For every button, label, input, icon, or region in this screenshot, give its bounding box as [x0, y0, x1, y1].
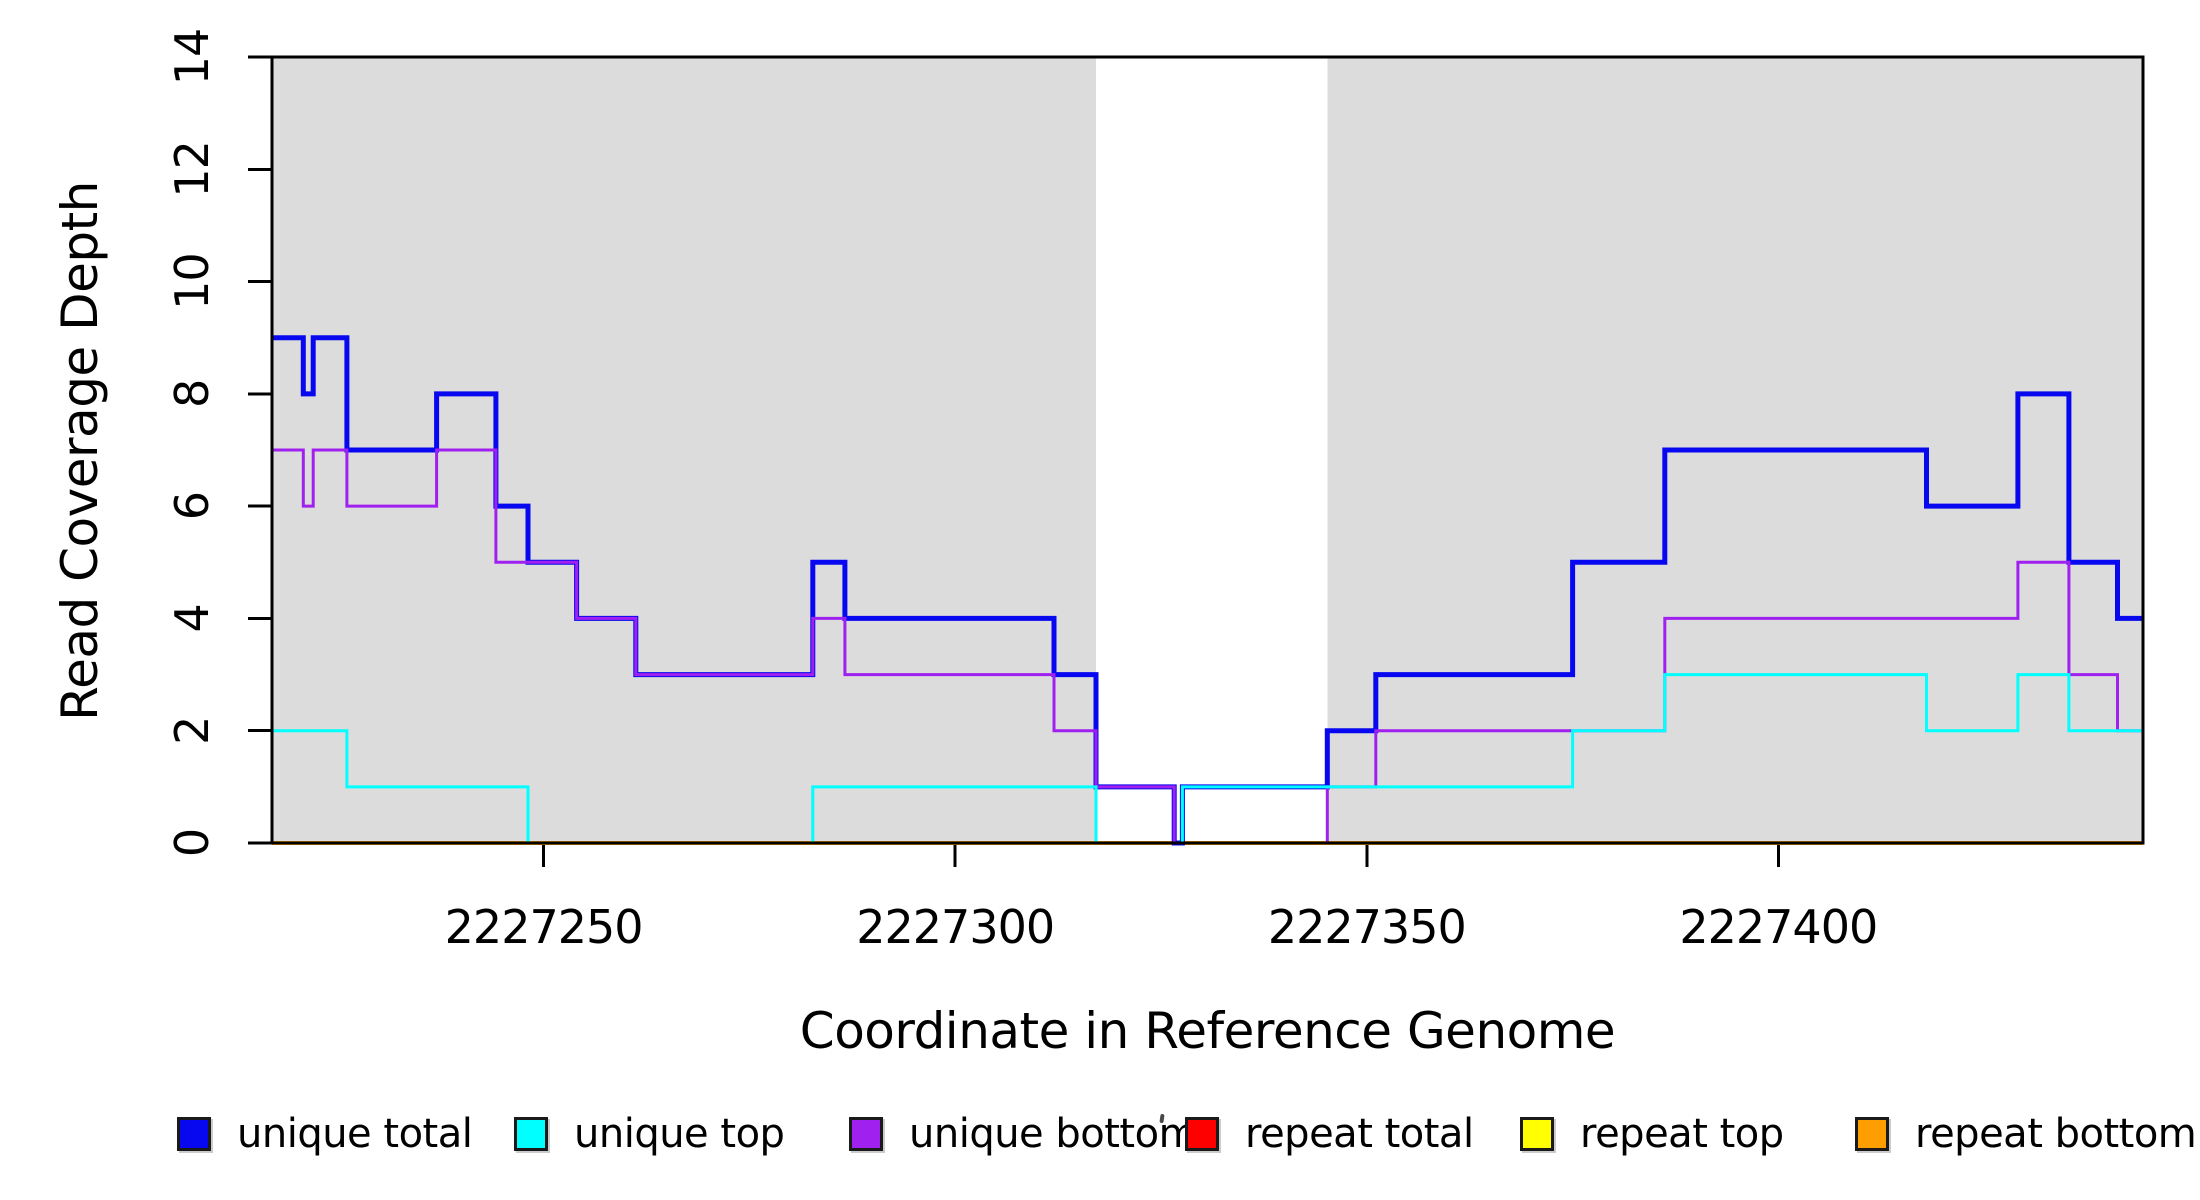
series-unique-top [272, 673, 2143, 845]
legend-label: unique bottom [909, 1111, 1198, 1157]
series-unique-total [272, 335, 2143, 846]
svg-text:2: 2 [165, 717, 219, 745]
legend-label: repeat top [1580, 1111, 1784, 1157]
x-axis-title: Coordinate in Reference Genome [799, 1002, 1616, 1060]
svg-text:2227350: 2227350 [1268, 900, 1466, 954]
svg-text:14: 14 [165, 29, 219, 86]
legend-item-unique-total: unique total [177, 1111, 473, 1157]
svg-text:2227300: 2227300 [856, 900, 1054, 954]
legend-item-repeat-bottom: repeat bottom [1855, 1111, 2197, 1157]
coverage-chart-canvas: 2227250 2227300 2227350 2227400 0 2 4 6 8 10 12 14 [165, 29, 2145, 954]
y-axis-title: Read Coverage Depth [51, 181, 109, 721]
svg-text:4: 4 [165, 604, 219, 632]
unique-total-swatch-icon [177, 1117, 211, 1151]
legend-label: repeat bottom [1915, 1111, 2197, 1157]
legend-label: unique total [237, 1111, 473, 1157]
legend-item-unique-bottom: unique bottom [849, 1111, 1198, 1157]
repeat-total-swatch-icon [1185, 1117, 1219, 1151]
series-unique-bottom [272, 448, 2143, 845]
svg-text:6: 6 [165, 492, 219, 520]
svg-text:0: 0 [165, 829, 219, 857]
axes-ticks-and-labels: 2227250 2227300 2227350 2227400 0 2 4 6 8 10 12 14 [165, 29, 1878, 954]
legend-item-repeat-total: repeat total [1185, 1111, 1474, 1157]
svg-text:2227400: 2227400 [1679, 900, 1877, 954]
legend: unique total unique top unique bottom re… [0, 1111, 2200, 1172]
plot-frame [270, 55, 2145, 845]
legend-label: repeat total [1245, 1111, 1474, 1157]
svg-text:8: 8 [165, 380, 219, 408]
legend-item-unique-top: unique top [514, 1111, 785, 1157]
svg-text:10: 10 [165, 253, 219, 310]
repeat-top-swatch-icon [1520, 1117, 1554, 1151]
legend-label: unique top [574, 1111, 785, 1157]
svg-text:12: 12 [165, 141, 219, 198]
unique-top-swatch-icon [514, 1117, 548, 1151]
svg-text:2227250: 2227250 [445, 900, 643, 954]
repeat-bottom-swatch-icon [1855, 1117, 1889, 1151]
unique-bottom-swatch-icon [849, 1117, 883, 1151]
legend-item-repeat-top: repeat top [1520, 1111, 1784, 1157]
